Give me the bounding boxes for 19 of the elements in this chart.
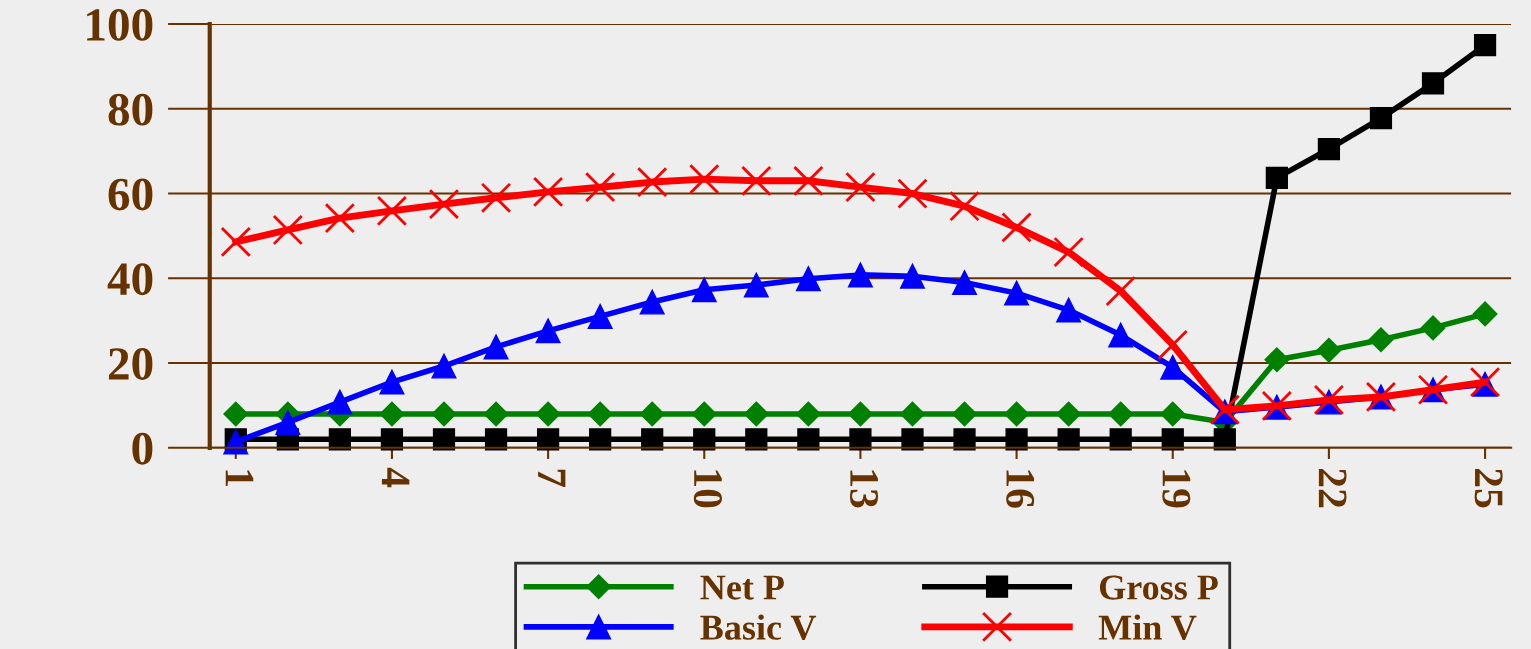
x-tick-label: 25 — [1474, 469, 1503, 508]
y-tick-label: 0 — [132, 432, 153, 465]
x-tick-label: 7 — [538, 469, 566, 488]
legend-label: Min V — [1098, 614, 1197, 641]
y-tick-label: 20 — [108, 348, 153, 380]
x-tick-label: 10 — [693, 470, 722, 508]
y-tick-label: 100 — [87, 8, 153, 41]
y-tick-label: 40 — [107, 263, 153, 296]
x-tick-label: 1 — [225, 470, 254, 486]
legend-label: Net P — [700, 575, 784, 600]
x-tick-label: 4 — [381, 467, 410, 488]
legend-label: Gross P — [1099, 575, 1218, 600]
y-tick-label: 60 — [108, 178, 153, 211]
x-tick-label: 13 — [849, 470, 878, 508]
x-tick-label: 19 — [1162, 470, 1191, 508]
y-tick-label: 80 — [108, 93, 153, 126]
x-tick-label: 16 — [1006, 470, 1035, 508]
x-tick-label: 22 — [1318, 469, 1347, 508]
legend-label: Basic V — [700, 614, 817, 641]
